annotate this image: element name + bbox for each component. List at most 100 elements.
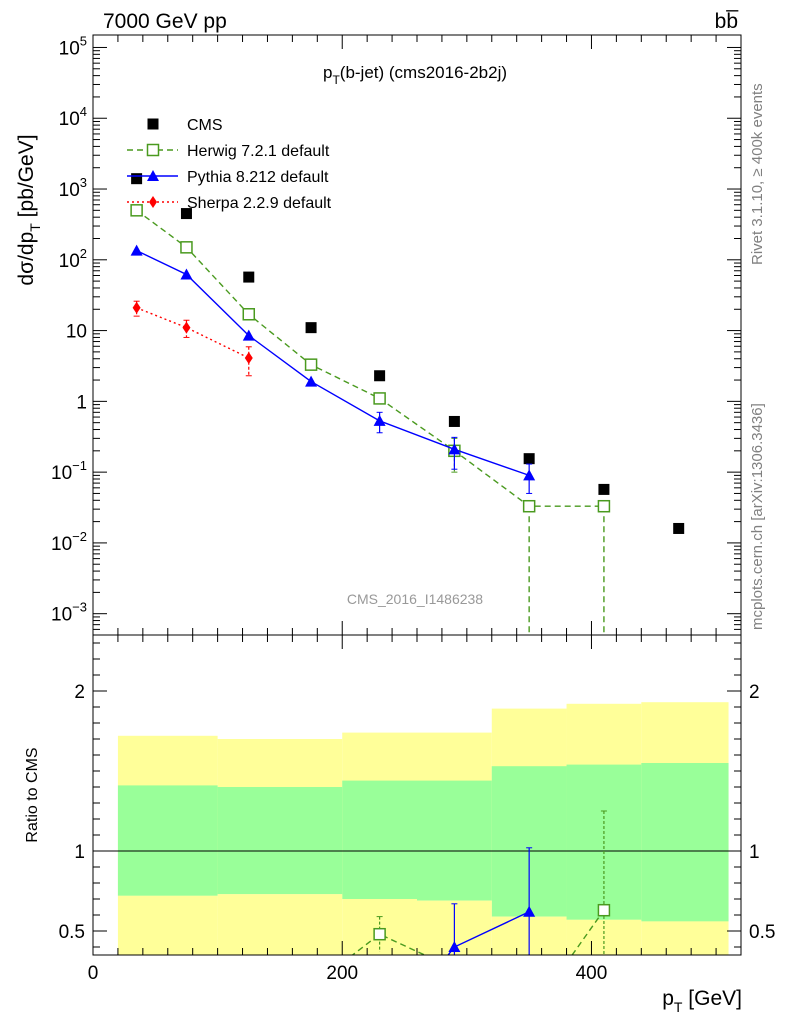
- herwig-point: [373, 392, 386, 405]
- sherpa-point: [182, 321, 191, 334]
- herwig-point: [522, 499, 536, 513]
- pythia-point: [448, 443, 461, 455]
- y-tick-label-exponent: −1: [72, 458, 87, 473]
- y-tick-label: 103: [59, 175, 87, 201]
- ratio-series: [351, 810, 611, 955]
- rivet-label: Rivet 3.1.10, ≥ 400k events: [749, 83, 766, 265]
- y-tick-label-base: 10: [51, 605, 72, 626]
- sherpa-point: [132, 301, 141, 314]
- pythia-point: [305, 375, 318, 387]
- cms-point: [305, 322, 317, 334]
- herwig-point: [130, 204, 143, 217]
- sherpa-point: [244, 351, 253, 364]
- plot-title: pT(b-jet) (cms2016-2b2j): [323, 63, 507, 87]
- plot-title-rest: (b-jet) (cms2016-2b2j): [340, 63, 507, 82]
- y-tick-label: 10−2: [51, 529, 87, 555]
- process-label: bb̅: [715, 10, 740, 33]
- ratio-band-lower: [217, 894, 343, 955]
- y-axis-label-main: dσ/dp: [15, 232, 38, 286]
- ratio-y-tick-label: 0.5: [59, 922, 85, 943]
- y-tick-label: 102: [59, 246, 87, 272]
- pythia-point: [373, 414, 386, 426]
- ratio-band-lower: [117, 895, 218, 955]
- x-axis-label-sub: T: [674, 999, 683, 1015]
- x-tick-label: 0: [88, 963, 99, 984]
- ratio-herwig-point: [597, 903, 611, 917]
- y-tick-label-base: 10: [51, 463, 72, 484]
- y-tick-label-exponent: 2: [80, 246, 87, 261]
- y-tick-label-base: 10: [59, 109, 80, 130]
- y-axis-label: dσ/dpT [pb/GeV]: [15, 134, 43, 285]
- cms-point: [180, 208, 192, 220]
- ratio-panel: 0.5 0.5 1 1 2 2 0 200 400 Ratio to CMS pT [GeV]: [24, 634, 775, 1015]
- ratio-axis-ticks: 0.5 0.5 1 1 2 2 0 200 400: [59, 635, 775, 984]
- legend-herwig-label: Herwig 7.2.1 default: [187, 143, 330, 160]
- ratio-herwig-point: [373, 927, 386, 941]
- cms-point: [523, 453, 535, 465]
- cms-point: [448, 415, 460, 427]
- y-tick-label-base: 10: [66, 322, 87, 343]
- cms-point: [374, 370, 386, 382]
- legend: CMS Herwig 7.2.1 default Pythia 8.212 defa…: [127, 117, 332, 212]
- ratio-band-bin: [117, 785, 218, 896]
- plot-title-sub: T: [332, 73, 340, 87]
- legend-pythia-label: Pythia 8.212 default: [187, 169, 329, 186]
- legend-herwig-marker: [146, 143, 160, 157]
- y-tick-label: 10: [66, 322, 87, 343]
- y-tick-label: 1: [76, 392, 87, 413]
- legend-pythia-marker: [147, 170, 159, 181]
- legend-cms-label: CMS: [187, 117, 223, 134]
- y-tick-label-exponent: −3: [72, 600, 87, 615]
- x-axis-label-main: p: [662, 987, 674, 1010]
- y-tick-label-base: 10: [51, 534, 72, 555]
- y-tick-label: 105: [59, 33, 87, 59]
- y-tick-label-base: 10: [59, 251, 80, 272]
- cms-point: [131, 173, 143, 185]
- ratio-y-tick-label: 2: [74, 682, 85, 703]
- y-tick-label-base: 10: [59, 180, 80, 201]
- sherpa-line: [136, 307, 250, 359]
- pythia-point: [130, 244, 143, 256]
- ratio-band-bin: [641, 763, 729, 922]
- legend-sherpa-marker: [149, 196, 157, 208]
- legend-cms-marker: [147, 118, 159, 130]
- herwig-line: [136, 209, 604, 507]
- energy-label: 7000 GeV pp: [103, 10, 227, 33]
- pythia-line: [136, 249, 530, 477]
- y-axis-label-rest: [pb/GeV]: [15, 134, 38, 223]
- y-tick-label-exponent: −2: [72, 529, 87, 544]
- herwig-point: [180, 241, 193, 254]
- y-tick-label-exponent: 3: [80, 175, 87, 190]
- pythia-point: [242, 329, 255, 341]
- ratio-band-bin: [417, 780, 492, 901]
- herwig-point: [597, 499, 611, 513]
- plot-title-main: p: [323, 63, 332, 82]
- ratio-y-tick-label: 1: [74, 842, 85, 863]
- cms-point: [243, 271, 255, 283]
- y-tick-label: 104: [59, 104, 87, 130]
- ratio-pythia-point: [448, 941, 461, 952]
- ratio-y-tick-label-right: 2: [749, 682, 760, 703]
- x-axis-label: pT [GeV]: [662, 987, 742, 1015]
- ratio-pythia-point: [523, 905, 536, 917]
- watermark: CMS_2016_I1486238: [347, 591, 483, 607]
- ratio-y-tick-label-right: 1: [749, 842, 760, 863]
- y-tick-label-exponent: 5: [80, 33, 87, 48]
- x-tick-label: 200: [326, 963, 358, 984]
- main-series: [130, 173, 685, 635]
- y-tick-label-exponent: 4: [80, 104, 87, 119]
- ratio-band-lower: [641, 921, 729, 955]
- herwig-point: [242, 308, 256, 321]
- cms-point: [598, 483, 610, 495]
- pythia-point: [523, 469, 536, 481]
- mcplots-label: mcplots.cern.ch [arXiv:1306.3436]: [749, 403, 766, 630]
- y-axis-label-sub: T: [27, 223, 43, 232]
- ratio-herwig-line: [351, 909, 605, 955]
- herwig-point: [304, 358, 318, 371]
- ratio-band-bin: [217, 787, 343, 895]
- cms-point: [673, 522, 685, 534]
- ratio-bands: [117, 702, 729, 955]
